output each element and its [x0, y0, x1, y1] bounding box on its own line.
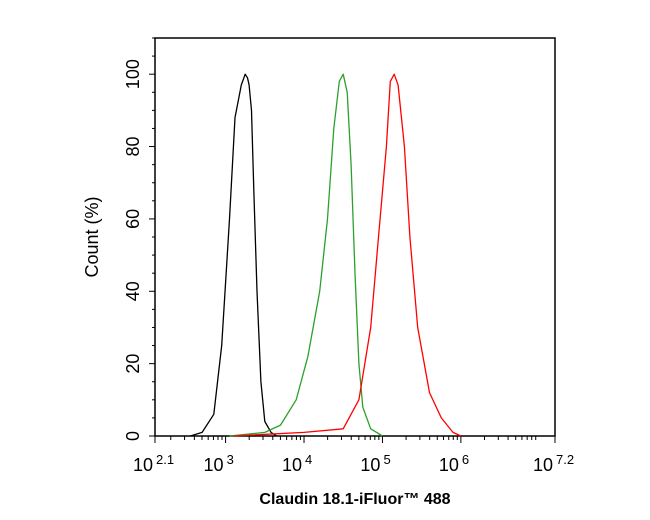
x-tick-base: 10 — [360, 455, 380, 475]
x-tick-label: 10 2.1 — [133, 452, 174, 475]
x-tick-base: 10 — [439, 455, 459, 475]
x-tick-exponent: 2.1 — [156, 452, 174, 467]
x-axis-label: Claudin 18.1-iFluor™ 488 — [259, 491, 450, 508]
x-tick-exponent: 5 — [383, 452, 390, 467]
x-tick-label: 10 6 — [439, 452, 469, 475]
x-tick-base: 10 — [533, 455, 553, 475]
y-tick-label: 20 — [123, 354, 143, 374]
histogram-series-line-1 — [190, 73, 277, 437]
y-axis-label: Count (%) — [82, 196, 102, 277]
histogram-series-line-2 — [229, 73, 383, 437]
x-tick-exponent: 7.2 — [556, 452, 574, 467]
y-axis: 0 20 40 60 80 100 — [123, 37, 155, 441]
x-tick-base: 10 — [133, 455, 153, 475]
x-tick-label: 10 3 — [204, 452, 234, 475]
y-tick-label: 80 — [123, 137, 143, 157]
y-tick-label: 40 — [123, 281, 143, 301]
histogram-series-line-3 — [233, 73, 462, 437]
x-tick-exponent: 6 — [462, 452, 469, 467]
series-layer — [190, 73, 462, 437]
plot-area — [154, 37, 556, 437]
x-tick-base: 10 — [282, 455, 302, 475]
x-tick-label: 10 4 — [282, 452, 312, 475]
y-tick-label: 100 — [123, 59, 143, 89]
x-tick-exponent: 3 — [227, 452, 234, 467]
x-tick-exponent: 4 — [305, 452, 312, 467]
x-axis: 10 2.1 10 3 10 4 10 5 10 6 10 7.2 — [133, 436, 574, 475]
y-tick-label: 0 — [123, 431, 143, 441]
plot-frame — [154, 37, 556, 437]
x-tick-label: 10 7.2 — [533, 452, 574, 475]
y-tick-label: 60 — [123, 209, 143, 229]
x-tick-label: 10 5 — [360, 452, 390, 475]
x-tick-base: 10 — [204, 455, 224, 475]
